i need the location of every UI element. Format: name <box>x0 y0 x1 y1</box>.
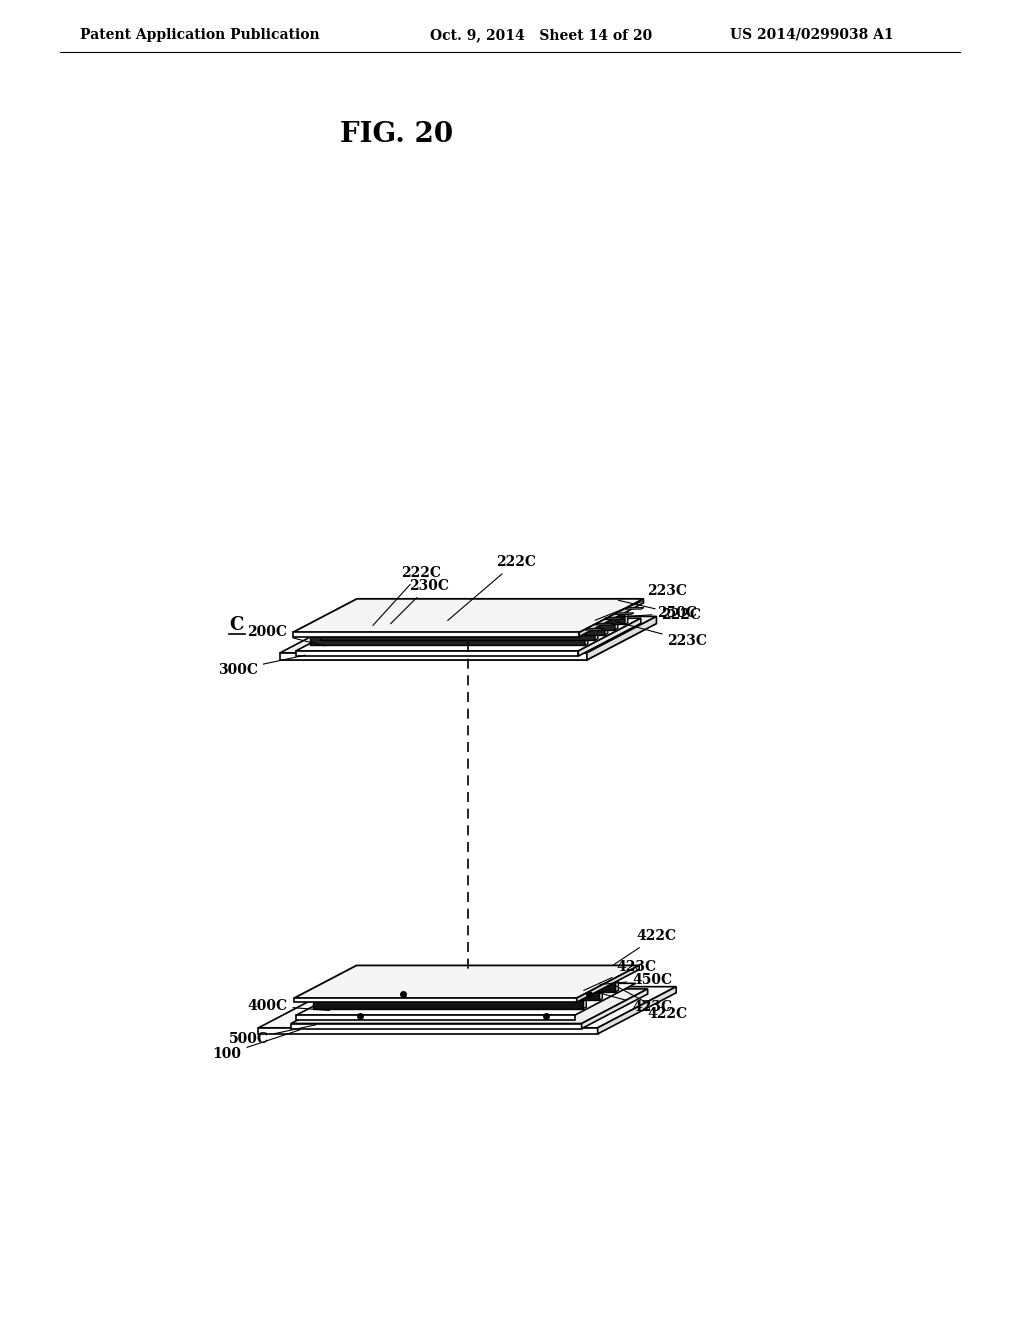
Polygon shape <box>615 974 618 991</box>
Polygon shape <box>313 991 587 993</box>
Polygon shape <box>321 622 595 640</box>
Polygon shape <box>595 620 598 640</box>
Polygon shape <box>296 1015 575 1020</box>
Text: 222C: 222C <box>618 601 700 622</box>
Polygon shape <box>291 1023 582 1028</box>
Text: 222C: 222C <box>447 556 536 620</box>
Polygon shape <box>580 599 643 636</box>
Text: 450C: 450C <box>600 973 673 987</box>
Text: FIG. 20: FIG. 20 <box>340 121 454 149</box>
Polygon shape <box>625 607 644 609</box>
Polygon shape <box>280 653 587 660</box>
Polygon shape <box>294 998 577 1002</box>
Polygon shape <box>585 628 604 630</box>
Text: 223C: 223C <box>615 622 708 648</box>
Text: 422C: 422C <box>613 929 677 965</box>
Text: 500C: 500C <box>228 1024 316 1047</box>
Polygon shape <box>582 989 647 1028</box>
Text: Patent Application Publication: Patent Application Publication <box>80 28 319 42</box>
Polygon shape <box>577 965 639 1002</box>
Polygon shape <box>605 615 608 635</box>
Polygon shape <box>331 615 608 616</box>
Polygon shape <box>329 982 602 983</box>
Polygon shape <box>587 616 656 660</box>
Text: 100: 100 <box>212 1030 300 1061</box>
Polygon shape <box>345 974 618 975</box>
Text: 422C: 422C <box>614 985 687 1020</box>
Polygon shape <box>296 618 641 651</box>
Text: 222C: 222C <box>373 565 441 626</box>
Polygon shape <box>291 989 647 1023</box>
Text: 230C: 230C <box>390 578 449 624</box>
Polygon shape <box>313 993 584 1008</box>
Polygon shape <box>329 983 599 1001</box>
Text: 250C: 250C <box>605 606 697 620</box>
Text: 423C: 423C <box>584 960 656 990</box>
Polygon shape <box>584 991 587 1008</box>
Polygon shape <box>280 616 656 653</box>
Polygon shape <box>280 623 656 660</box>
Text: C: C <box>229 616 244 635</box>
Polygon shape <box>598 986 676 1034</box>
Polygon shape <box>293 632 580 636</box>
Text: 423C: 423C <box>600 993 673 1014</box>
Polygon shape <box>595 623 614 624</box>
Polygon shape <box>321 620 598 622</box>
Polygon shape <box>310 627 585 645</box>
Polygon shape <box>258 1028 598 1034</box>
Polygon shape <box>310 626 588 627</box>
Polygon shape <box>579 618 641 656</box>
Polygon shape <box>599 982 602 1001</box>
Text: Oct. 9, 2014   Sheet 14 of 20: Oct. 9, 2014 Sheet 14 of 20 <box>430 28 652 42</box>
Polygon shape <box>615 612 634 614</box>
Polygon shape <box>294 965 639 998</box>
Text: 300C: 300C <box>218 655 305 677</box>
Polygon shape <box>625 605 628 624</box>
Polygon shape <box>340 610 617 612</box>
Polygon shape <box>258 986 676 1028</box>
Text: 223C: 223C <box>595 585 687 620</box>
Polygon shape <box>350 605 628 607</box>
Text: 200C: 200C <box>248 624 325 645</box>
Polygon shape <box>615 610 617 630</box>
Polygon shape <box>605 618 624 619</box>
Polygon shape <box>345 975 615 991</box>
Polygon shape <box>296 983 636 1015</box>
Polygon shape <box>293 599 643 632</box>
Text: US 2014/0299038 A1: US 2014/0299038 A1 <box>730 28 894 42</box>
Polygon shape <box>585 626 588 645</box>
Text: 400C: 400C <box>247 999 330 1012</box>
Polygon shape <box>340 612 615 630</box>
Polygon shape <box>296 651 579 656</box>
Polygon shape <box>350 607 625 624</box>
Polygon shape <box>331 616 605 635</box>
